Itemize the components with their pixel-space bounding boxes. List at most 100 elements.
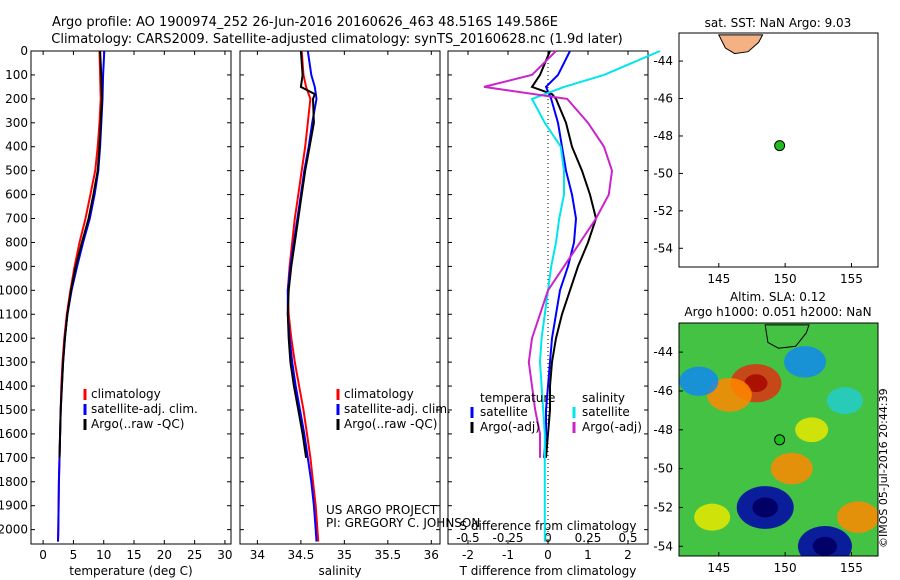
- sla-map-title-line1: Altim. SLA: 0.12: [730, 290, 826, 304]
- legend-label: Argo(-adj): [480, 420, 540, 434]
- sla-anomaly-blob: [770, 452, 813, 485]
- y-tick-label: 300: [5, 116, 28, 130]
- x-tick-label: 15: [126, 548, 141, 562]
- y-tick-label: -46: [653, 92, 673, 106]
- map-frame-4: [678, 322, 879, 557]
- legend-label: climatology: [91, 387, 161, 401]
- legend-label: satellite-adj. clim.: [91, 402, 198, 416]
- x-axis-label: salinity: [318, 564, 361, 578]
- y-tick-label: 1800: [0, 475, 28, 489]
- y-tick-label: 200: [5, 92, 28, 106]
- x-tick-label: 36: [424, 548, 439, 562]
- x-axis-label: temperature (deg C): [69, 564, 192, 578]
- imos-stamp: ©IMOS 05-Jul-2016 20:44:39: [877, 388, 890, 548]
- y-tick-label: 100: [5, 68, 28, 82]
- y-tick-label: -48: [653, 423, 673, 437]
- y-tick-label: -52: [653, 500, 673, 514]
- y-tick-label: 500: [5, 164, 28, 178]
- y-tick-label: -54: [653, 539, 673, 553]
- y-tick-label: -48: [653, 129, 673, 143]
- legend-title: salinity: [582, 391, 625, 405]
- sla-anomaly-blob: [784, 346, 827, 378]
- y-tick-label: 800: [5, 235, 28, 249]
- legend-label: Argo(-adj): [582, 420, 642, 434]
- series-line-argo: [58, 50, 103, 458]
- y-tick-label: 1700: [0, 451, 28, 465]
- y-tick-label: 1200: [0, 331, 28, 345]
- x-tick-label: 0: [39, 548, 47, 562]
- sla-anomaly-blob: [837, 501, 878, 533]
- y-tick-label: -46: [653, 384, 673, 398]
- x-tick-label: 150: [774, 561, 797, 575]
- y-tick-label: 2000: [0, 523, 28, 537]
- y-tick-label: -44: [653, 54, 673, 68]
- sla-anomaly-core: [812, 536, 838, 556]
- legend-label: Argo(..raw -QC): [91, 417, 184, 431]
- y-tick-label: -52: [653, 204, 673, 218]
- sla-anomaly-core: [744, 374, 768, 393]
- y-tick-label: -50: [653, 166, 673, 180]
- legend-label: satellite-adj. clim.: [344, 402, 451, 416]
- series-line-argo: [286, 50, 317, 458]
- series-line-sal_argo: [483, 50, 614, 458]
- x-tick-label: -1: [502, 548, 514, 562]
- y-tick-label: 1500: [0, 403, 28, 417]
- legend-label: satellite: [480, 405, 528, 419]
- top-x-tick-label: -0.25: [492, 531, 523, 545]
- y-tick-label: 600: [5, 188, 28, 202]
- x-tick-label: 34: [250, 548, 265, 562]
- figure-title-line2: Climatology: CARS2009. Satellite-adjuste…: [51, 32, 623, 47]
- x-tick-label: -2: [462, 548, 474, 562]
- x-tick-label: 10: [96, 548, 111, 562]
- sst-map-title: sat. SST: NaN Argo: 9.03: [705, 16, 852, 30]
- x-tick-label: 34.5: [288, 548, 315, 562]
- plot-frame-1: [239, 50, 441, 545]
- legend-label: climatology: [344, 387, 414, 401]
- coastline-land: [764, 324, 810, 349]
- series-line-climatology: [57, 50, 102, 542]
- x-tick-label: 2: [624, 548, 632, 562]
- coastline-land: [717, 34, 764, 55]
- y-tick-label: 1900: [0, 499, 28, 513]
- x-tick-label: 35.5: [374, 548, 401, 562]
- sla-anomaly-blob: [795, 417, 829, 443]
- series-line-argo: [530, 50, 598, 458]
- top-x-tick-label: 0.25: [575, 531, 602, 545]
- sla-anomaly-blob: [706, 377, 752, 412]
- y-tick-label: 700: [5, 212, 28, 226]
- float-position-marker: [774, 434, 786, 446]
- y-tick-label: -44: [653, 345, 673, 359]
- sla-map-title-line2: Argo h1000: 0.051 h2000: NaN: [684, 305, 871, 319]
- x-tick-label: 155: [840, 272, 863, 286]
- x-tick-label: 145: [707, 272, 730, 286]
- x-tick-label: 5: [70, 548, 78, 562]
- series-line-sal_satellite: [530, 50, 661, 542]
- top-x-tick-label: 0.5: [618, 531, 637, 545]
- float-position-marker: [774, 140, 786, 152]
- y-tick-label: 400: [5, 140, 28, 154]
- x-tick-label: 150: [774, 272, 797, 286]
- sla-anomaly-blob: [826, 387, 863, 415]
- y-tick-label: 1300: [0, 355, 28, 369]
- plot-frame-0: [30, 50, 232, 545]
- x-tick-label: 155: [840, 561, 863, 575]
- x-tick-label: 1: [584, 548, 592, 562]
- pi-label: PI: GREGORY C. JOHNSON: [326, 516, 480, 530]
- x-tick-label: 0: [544, 548, 552, 562]
- sla-anomaly-core: [752, 497, 779, 518]
- y-tick-label: -54: [653, 241, 673, 255]
- legend-label: Argo(..raw -QC): [344, 417, 437, 431]
- x-tick-label: 30: [217, 548, 232, 562]
- y-tick-label: 1400: [0, 379, 28, 393]
- x-tick-label: 20: [157, 548, 172, 562]
- top-x-tick-label: 0: [544, 531, 552, 545]
- legend-label: satellite: [582, 405, 630, 419]
- legend-title: temperature: [480, 391, 555, 405]
- y-tick-label: -50: [653, 462, 673, 476]
- x-tick-label: 35: [337, 548, 352, 562]
- top-x-tick-label: -0.5: [456, 531, 479, 545]
- y-tick-label: 900: [5, 259, 28, 273]
- y-tick-label: 0: [20, 44, 28, 58]
- top-x-axis-label: S difference from climatology: [460, 519, 637, 533]
